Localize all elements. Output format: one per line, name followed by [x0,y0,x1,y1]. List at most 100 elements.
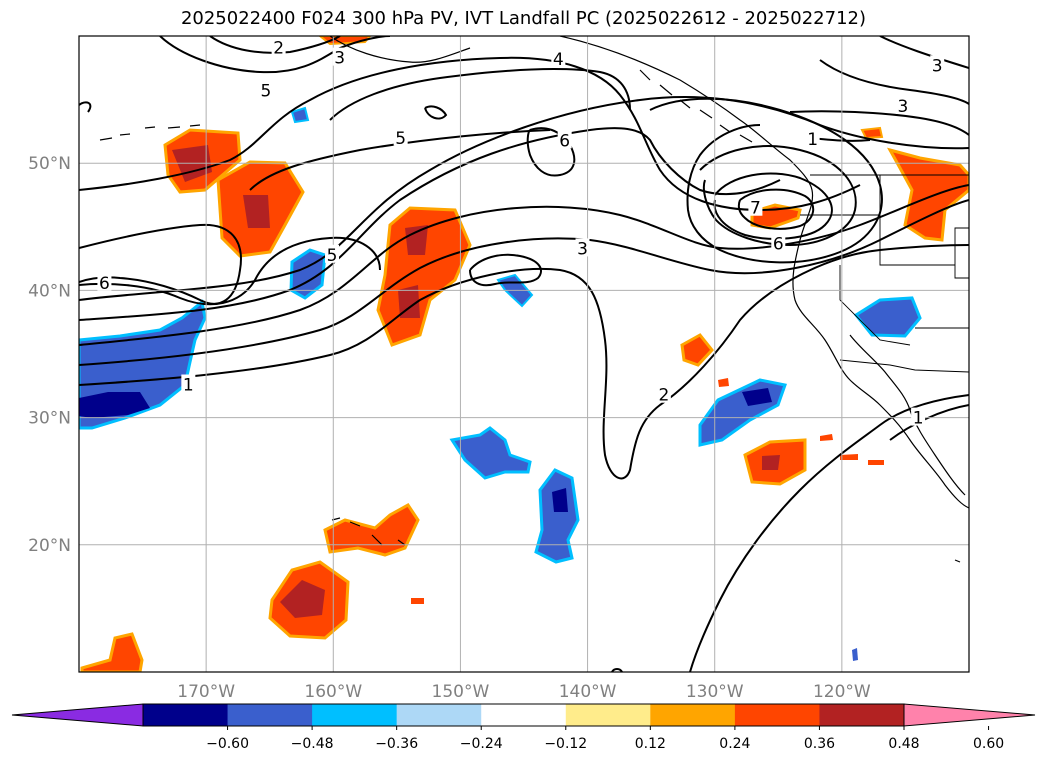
pv-contour-line [879,36,969,69]
contour-label: 5 [395,129,406,149]
positive-patch [80,632,144,672]
positive-patch [820,434,833,441]
contour-label: 7 [750,199,761,219]
colorbar-segment [734,704,820,726]
contour-label-bg [332,47,347,66]
pv-contour-line [79,244,969,480]
colorbar-segment [227,704,313,726]
pv-contour-line [469,253,542,287]
contour-label-bg [748,197,763,216]
pv-contour-line [611,668,623,672]
colorbar-tick-label: 0.12 [635,736,666,752]
alaska-coastline [329,36,471,63]
colorbar: −0.60 −0.48 −0.36 −0.24 −0.12 0.12 0.24 0.36 0.4… [11,703,1036,752]
contour-label: 3 [932,56,943,76]
positive-patch [280,580,325,618]
positive-patch [405,225,428,255]
colorbar-frame [142,703,905,727]
axis-labels: 170°W 160°W 150°W 140°W 130°W 120°W 50°N 40°N 30… [28,154,871,702]
colorbar-segment [565,704,651,726]
contour-label-bg [575,238,590,257]
map-frame [78,35,970,673]
contour-label: 5 [260,82,271,102]
lon-tick-label: 170°W [177,682,235,702]
map-title: 2025022400 F024 300 hPa PV, IVT Landfall… [180,8,867,29]
contour-label: 1 [183,376,194,396]
coastlines [99,36,969,563]
contour-label: 6 [99,274,110,294]
contour-label: 1 [807,130,818,150]
pv-contour-line [209,36,341,54]
contour-label-bg [551,48,566,67]
contour-label: 2 [273,38,284,58]
pv-contour-line [79,56,861,212]
pv-contour-line [819,59,969,105]
contour-label-bg [271,37,286,56]
contour-label-bg [911,407,926,426]
colorbar-extend-high [903,703,1036,727]
aleutian-islands [99,124,201,141]
colorbar-tick-label: 0.48 [888,736,919,752]
pv-contour-line [329,68,631,121]
colorbar-tick-label: 0.36 [804,736,835,752]
contour-label-bg [325,244,340,263]
colorbar-tick-label: −0.24 [460,736,503,752]
colorbar-segment [312,704,398,726]
pv-contour-line [737,188,815,230]
positive-patch [860,126,884,140]
pv-contour-line [79,199,969,366]
contour-label: 6 [773,234,784,254]
pv-contour-line [424,105,448,120]
positive-patch [868,460,884,465]
positive-patch [680,333,714,367]
contour-label-bg [930,55,945,74]
contour-label-bg [393,127,408,146]
colorbar-segment [481,704,567,726]
negative-patch [552,488,568,512]
negative-patch [853,296,922,338]
colorbar-tick-label: −0.60 [206,736,249,752]
contour-label-bg [656,384,671,403]
pv-contour-line [689,394,969,672]
lon-tick-label: 130°W [686,682,744,702]
state-border [800,214,955,266]
negative-patch [534,468,580,564]
positive-patch [243,195,270,228]
contour-label-bg [181,374,196,393]
lon-tick-label: 160°W [304,682,362,702]
positive-patch [762,455,780,470]
pv-contour-line [79,101,92,113]
contour-label: 3 [577,239,588,259]
negative-patch [79,392,150,418]
contour-label: 5 [327,246,338,266]
pv-contour-line [79,236,381,306]
colorbar-segment [396,704,482,726]
contour-label: 2 [658,386,669,406]
contour-label: 4 [553,50,564,70]
mexico-coastline-south [954,559,961,563]
contour-label-bg [895,95,910,114]
positive-patch [840,454,858,460]
pv-contour-line [789,110,969,136]
contour-label: 3 [334,49,345,69]
pv-contour-line [713,172,833,240]
negative-patch [852,648,858,661]
pv-contour-line [159,36,391,74]
positive-patch [411,598,424,604]
contour-label: 3 [897,97,908,117]
contour-label: 6 [559,131,570,151]
canada-islands [639,69,753,143]
contour-label-bg [771,233,786,252]
north-america-coastline [559,36,969,509]
state-border [839,265,911,346]
negative-patch [449,426,532,480]
contour-label-bg [258,80,273,99]
lon-tick-label: 140°W [559,682,617,702]
contour-label-bg [805,129,820,148]
contour-label-bg [97,272,112,291]
lat-tick-label: 40°N [28,281,71,301]
us-mexico-border [839,359,969,373]
contour-label: 1 [913,409,924,429]
